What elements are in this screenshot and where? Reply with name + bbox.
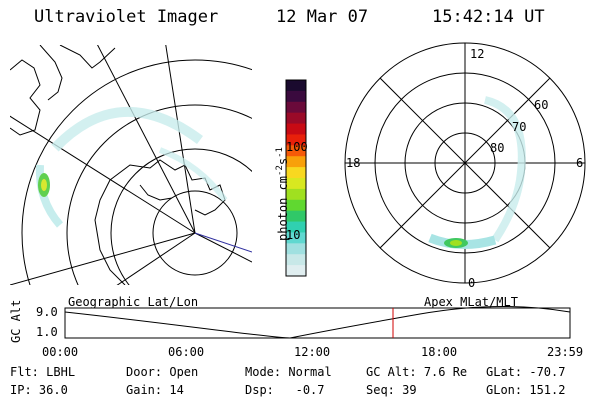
colorbar-segment — [286, 167, 306, 179]
colorbar-segment — [286, 145, 306, 157]
colorbar-segment — [286, 134, 306, 146]
glat-field: GLat: -70.7 — [486, 365, 566, 379]
date-label: 12 Mar 07 — [276, 7, 369, 27]
colorbar-segment — [286, 265, 306, 277]
colorbar-segment — [286, 156, 306, 168]
timeline-tick-2359: 23:59 — [547, 345, 584, 359]
glon-field: GLon: 151.2 — [486, 383, 566, 397]
colorbar-segment — [286, 101, 306, 114]
colorbar-tick-100: 100 — [286, 140, 308, 154]
colorbar-segment — [286, 80, 306, 92]
timeline-tick-1800: 18:00 — [421, 345, 458, 359]
colorbar-segment — [286, 112, 306, 125]
timeline-y-bottom: 1.0 — [36, 325, 58, 339]
colorbar-segment — [286, 221, 306, 233]
colorbar-segment — [286, 243, 306, 255]
timeline-left-label: Geographic Lat/Lon — [68, 295, 199, 309]
colorbar-segment — [286, 90, 306, 103]
timeline-right-label: Apex MLat/MLT — [424, 295, 518, 309]
mlt-label-6: 6 — [576, 156, 584, 170]
time-label: 15:42:14 UT — [432, 7, 545, 27]
app-title: Ultraviolet Imager — [34, 7, 219, 27]
colorbar-segment — [286, 188, 306, 201]
colorbar-segment — [286, 210, 306, 223]
mlt-label-18: 18 — [346, 156, 361, 170]
colorbar-segment — [286, 232, 306, 244]
colorbar-segment — [286, 178, 306, 190]
colorbar-tick-10: 10 — [286, 228, 301, 242]
timeline-tick-1200: 12:00 — [294, 345, 331, 359]
mlat-label-70: 70 — [512, 120, 527, 134]
colorbar-segment — [286, 123, 306, 135]
dsp-field: Dsp: -0.7 — [245, 383, 325, 397]
ip-field: IP: 36.0 — [10, 383, 68, 397]
mode-field: Mode: Normal — [245, 365, 332, 379]
colorbar-segment — [286, 199, 306, 212]
gcalt-field: GC Alt: 7.6 Re — [366, 365, 468, 379]
mlt-label-0: 0 — [468, 276, 476, 290]
timeline-tick-0000: 00:00 — [42, 345, 79, 359]
timeline-tick-0600: 06:00 — [168, 345, 205, 359]
door-field: Door: Open — [126, 365, 199, 379]
gain-field: Gain: 14 — [126, 383, 184, 397]
seq-field: Seq: 39 — [366, 383, 417, 397]
colorbar-segment — [286, 254, 306, 266]
flt-field: Flt: LBHL — [10, 365, 76, 379]
mlat-label-60: 60 — [534, 98, 549, 112]
colorbar-frame — [285, 79, 307, 277]
timeline-y-top: 9.0 — [36, 305, 58, 319]
mlt-label-12: 12 — [470, 47, 485, 61]
mlat-label-80: 80 — [490, 141, 505, 155]
